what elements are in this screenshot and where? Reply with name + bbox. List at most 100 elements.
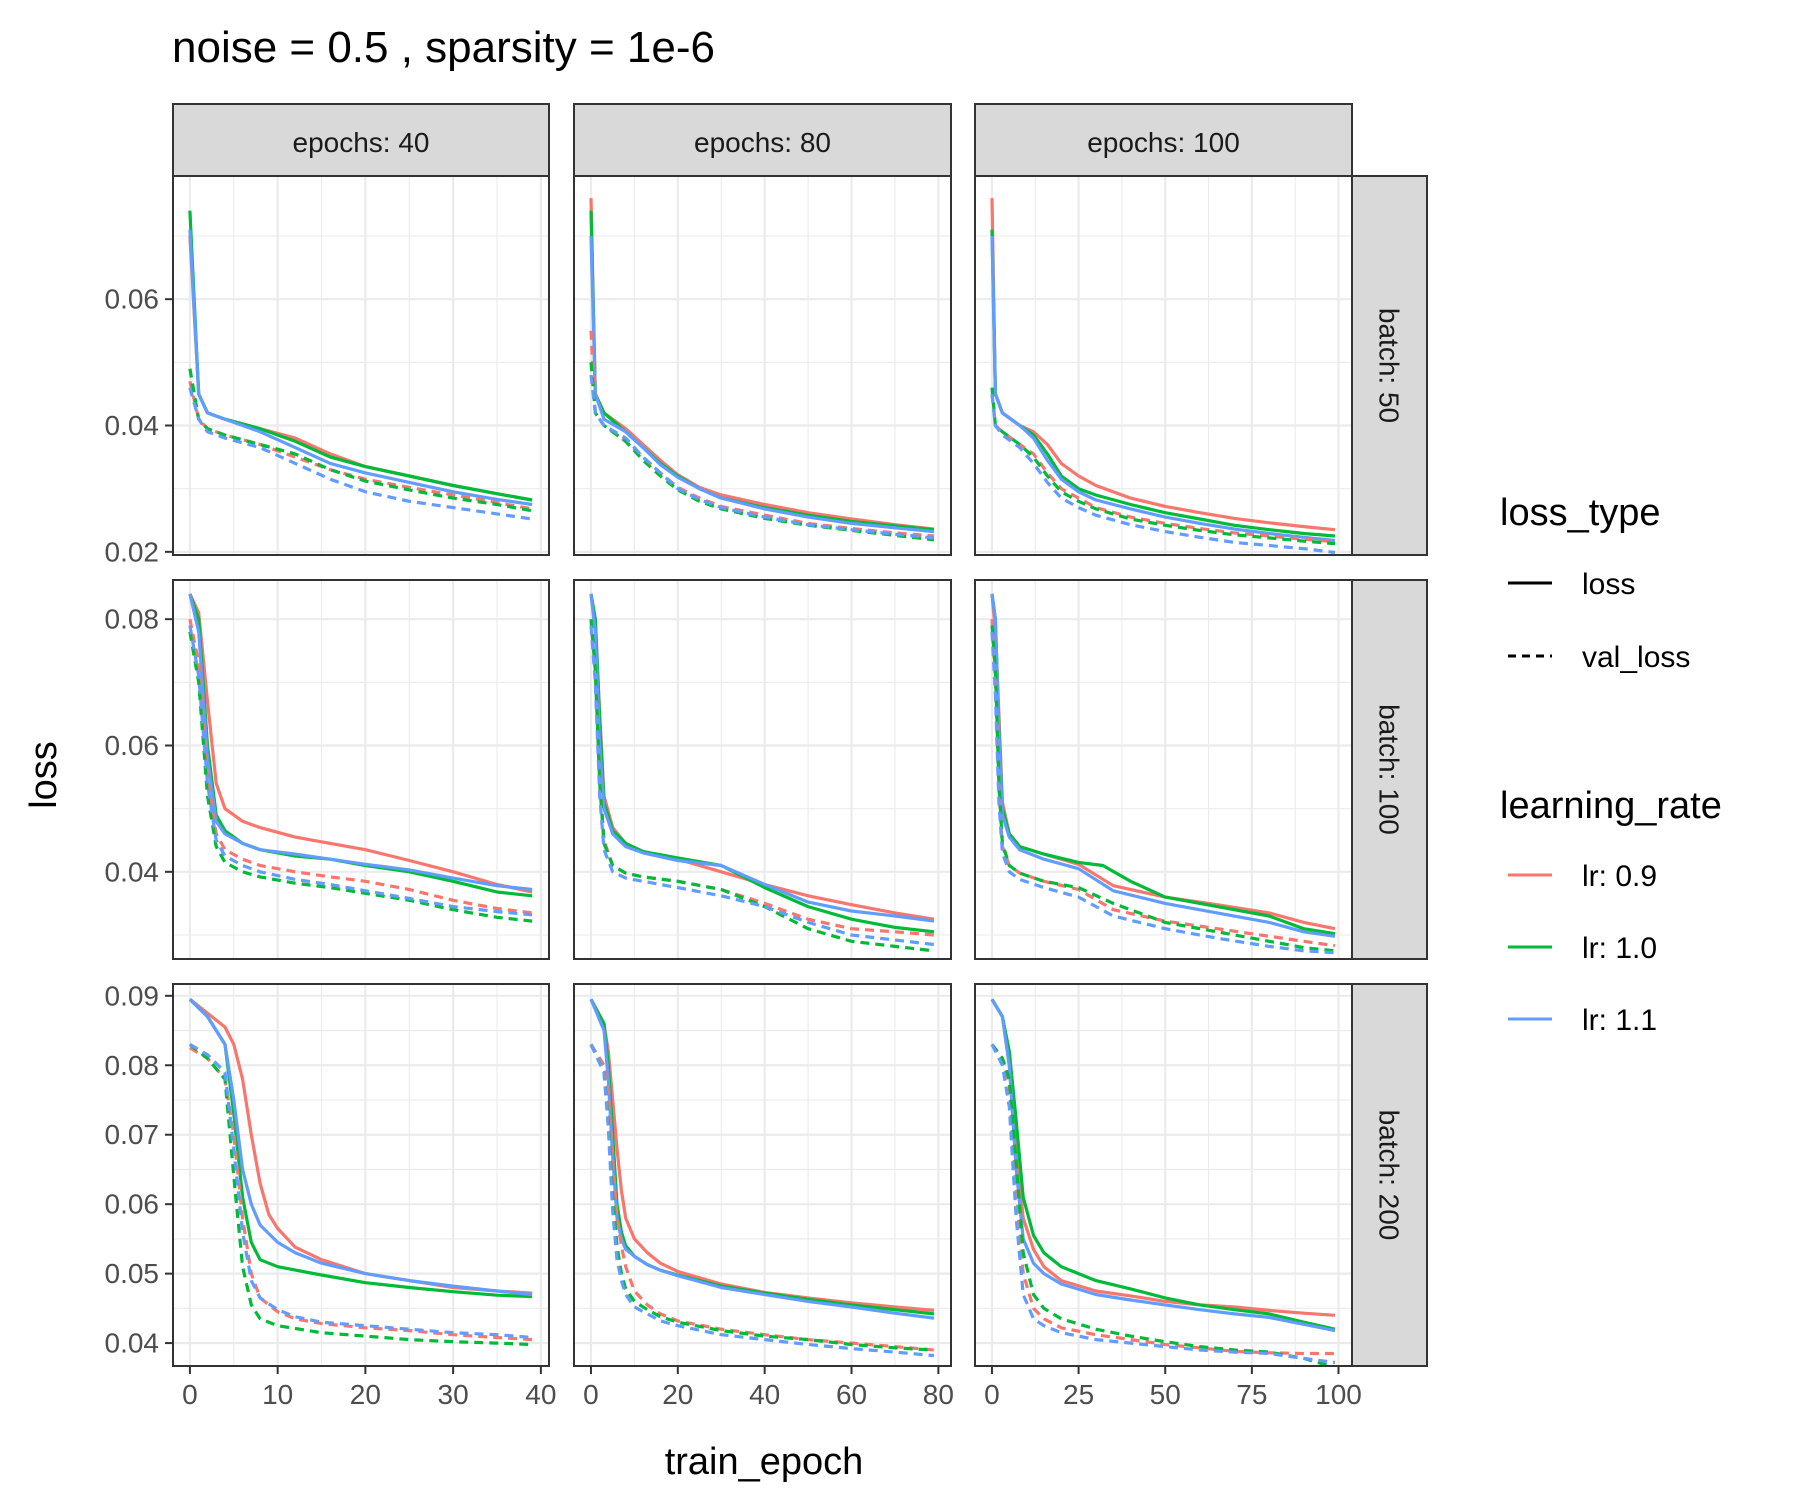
legend-label-val-loss: val_loss (1582, 641, 1690, 674)
x-tick-label: 20 (350, 1379, 381, 1410)
panel-border (974, 983, 1353, 1367)
panel-background (574, 580, 951, 959)
x-tick-label: 60 (836, 1379, 867, 1410)
series-line-lr-1-1-loss (990, 235, 1336, 543)
panel-grid (173, 580, 549, 959)
panel-background (574, 984, 951, 1366)
legend-title-loss-type: loss_type (1500, 492, 1661, 534)
y-tick-label: 0.05 (105, 1258, 160, 1289)
panel-r2-c2: 0 25 50 75 100 (974, 983, 1362, 1410)
panel-grid (173, 176, 549, 555)
series-line-lr-0-9-val-loss (188, 618, 533, 915)
column-strip-label-2: epochs: 100 (1087, 127, 1240, 158)
panel-border (974, 579, 1353, 960)
x-tick-label: 50 (1150, 1379, 1181, 1410)
y-tick-label: 0.08 (105, 604, 160, 635)
panel-series (990, 593, 1336, 955)
x-tick-label: 40 (749, 1379, 780, 1410)
column-strip-0 (172, 103, 550, 177)
legend: loss_type loss val_loss learning_rate lr… (1500, 492, 1722, 1037)
series-line-lr-1-1-loss (990, 593, 1336, 938)
panel-r2-c1: 0 20 40 60 80 (573, 983, 954, 1410)
series-line-lr-1-1-val-loss (990, 1043, 1336, 1365)
chart-title: noise = 0.5 , sparsity = 1e-6 (172, 23, 715, 72)
column-strip-label-1: epochs: 80 (694, 127, 831, 158)
x-axis-title: train_epoch (665, 1441, 864, 1483)
x-tick-label: 80 (923, 1379, 954, 1410)
panel-background (975, 176, 1352, 555)
series-line-lr-1-0-val-loss (188, 368, 533, 513)
panel-border (573, 983, 952, 1367)
x-tick-label: 40 (525, 1379, 556, 1410)
column-strip-label-0: epochs: 40 (293, 127, 430, 158)
panel-background (574, 176, 951, 555)
legend-title-learning-rate: learning_rate (1500, 785, 1722, 827)
y-tick-label: 0.07 (105, 1119, 160, 1150)
series-line-lr-1-1-loss (188, 998, 533, 1297)
column-strip-2 (974, 103, 1353, 177)
panel-border (573, 579, 952, 960)
x-tick-label: 10 (262, 1379, 293, 1410)
series-line-lr-1-1-val-loss (188, 625, 533, 917)
series-line-lr-1-1-val-loss (589, 625, 935, 947)
series-line-lr-1-0-val-loss (990, 1043, 1336, 1366)
panel-grid (574, 176, 951, 555)
legend-label-lr-0-9: lr: 0.9 (1582, 860, 1657, 893)
row-strip-1 (1351, 579, 1428, 960)
series-line-lr-1-1-val-loss (589, 374, 935, 540)
panel-r0-c0: 0.02 0.04 0.06 (105, 175, 550, 567)
legend-label-lr-1-1: lr: 1.1 (1582, 1004, 1657, 1037)
panel-series (188, 593, 533, 923)
series-line-lr-1-1-val-loss (188, 387, 533, 521)
panel-series (990, 998, 1336, 1366)
panel-series (589, 593, 935, 953)
panel-r0-c1 (573, 175, 952, 556)
series-line-lr-0-9-loss (589, 998, 935, 1312)
series-line-lr-1-0-val-loss (188, 631, 533, 923)
y-tick-label: 0.04 (105, 856, 160, 887)
panel-series (589, 198, 935, 542)
series-line-lr-1-1-loss (589, 998, 935, 1320)
y-axis-title: loss (23, 741, 65, 809)
series-line-lr-1-0-val-loss (990, 625, 1336, 953)
panel-series (188, 210, 533, 521)
panel-r2-c0: 0.04 0.05 0.06 0.07 0.08 0.09 0 10 20 30 40 (105, 980, 557, 1410)
series-line-lr-1-1-loss (188, 229, 533, 507)
row-strip-label-2: batch: 200 (1374, 1110, 1405, 1241)
panel-grid (975, 176, 1352, 555)
x-tick-label: 25 (1063, 1379, 1094, 1410)
panel-series (990, 198, 1336, 555)
panel-background (173, 580, 549, 959)
legend-label-lr-1-0: lr: 1.0 (1582, 932, 1657, 965)
panel-border (172, 175, 550, 556)
y-tick-label: 0.06 (105, 284, 160, 315)
series-line-lr-1-0-val-loss (589, 1043, 935, 1352)
panel-r1-c2 (974, 579, 1353, 960)
series-line-lr-1-1-val-loss (589, 1043, 935, 1358)
x-tick-label: 0 (583, 1379, 599, 1410)
column-strip-1 (573, 103, 952, 177)
x-tick-label: 20 (662, 1379, 693, 1410)
y-tick-label: 0.06 (105, 730, 160, 761)
panel-series (188, 998, 533, 1347)
series-line-lr-1-1-val-loss (189, 1043, 533, 1340)
panel-r1-c0: 0.04 0.06 0.08 (105, 579, 550, 960)
panel-border (172, 983, 550, 1367)
x-tick-label: 75 (1236, 1379, 1267, 1410)
series-line-lr-1-0-loss (990, 998, 1336, 1331)
panel-border (172, 579, 550, 960)
panel-grid (975, 984, 1352, 1366)
panel-r1-c1 (573, 579, 952, 960)
facet-grid: epochs: 40 epochs: 80 epochs: 100 batch: 50… (105, 103, 1428, 1410)
x-tick-label: 0 (182, 1379, 198, 1410)
row-strip-label-1: batch: 100 (1374, 704, 1405, 835)
row-strip-label-0: batch: 50 (1374, 308, 1405, 423)
panel-border (573, 175, 952, 556)
series-line-lr-1-1-loss (589, 235, 935, 534)
legend-label-loss: loss (1582, 568, 1635, 601)
panel-series (589, 998, 935, 1358)
series-line-lr-1-1-loss (188, 593, 533, 892)
y-tick-label: 0.06 (105, 1189, 160, 1220)
x-tick-label: 0 (984, 1379, 1000, 1410)
